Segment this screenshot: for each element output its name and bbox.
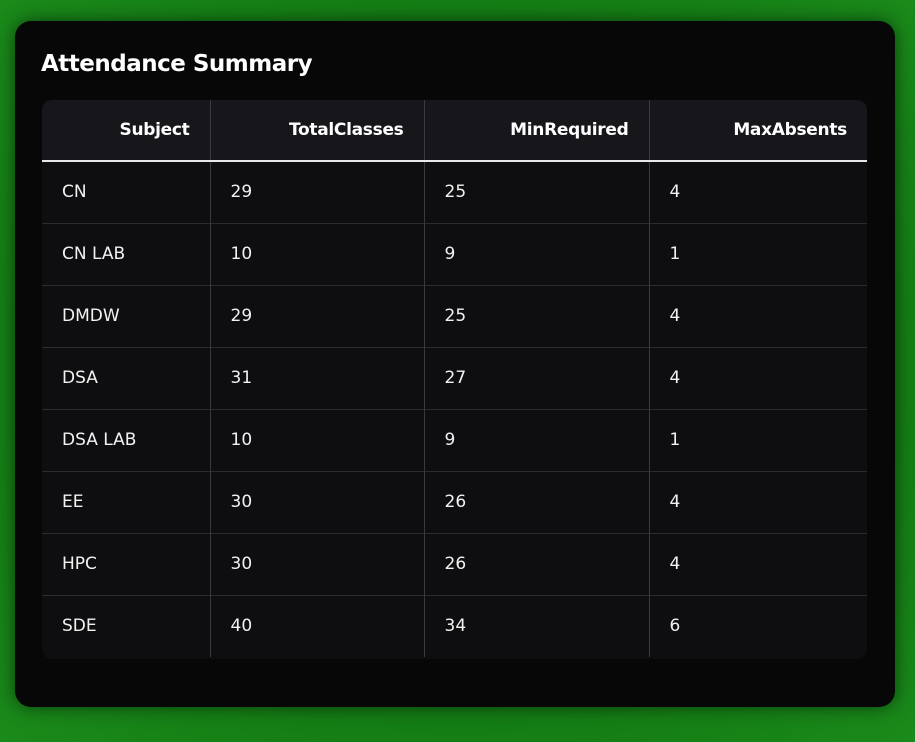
cell-subject: CN LAB [42,223,211,285]
cell-total-classes: 29 [210,285,425,347]
table-row: EE 30 26 4 [42,471,867,533]
column-header-min-required: MinRequired [424,100,650,162]
cell-subject: HPC [42,533,211,595]
cell-total-classes: 30 [210,533,425,595]
cell-subject: DSA LAB [42,409,211,471]
cell-subject: DMDW [42,285,211,347]
table-header-row: Subject TotalClasses MinRequired MaxAbse… [42,100,867,162]
column-header-subject: Subject [42,100,211,162]
table-header: Subject TotalClasses MinRequired MaxAbse… [42,100,867,162]
cell-min-required: 25 [424,285,650,347]
cell-total-classes: 40 [210,595,425,657]
cell-min-required: 26 [424,471,650,533]
cell-subject: EE [42,471,211,533]
cell-max-absents: 4 [669,554,681,574]
page-title: Attendance Summary [41,51,313,77]
cell-min-required: 27 [424,347,650,409]
table-row: DSA LAB 10 9 1 [42,409,867,471]
table-row: DMDW 29 25 4 [42,285,867,347]
cell-max-absents: 1 [669,430,681,450]
table-row: CN 29 25 4 [42,161,867,223]
cell-max-absents: 1 [669,244,681,264]
cell-subject: CN [42,161,211,223]
cell-max-absents: 6 [669,616,681,637]
table-body: CN 29 25 4 CN LAB 10 9 1 DMDW 29 25 4 DSA 31 27 4 DSA LA… [42,161,867,657]
cell-subject: SDE [42,595,211,657]
cell-max-absents: 4 [669,492,681,512]
cell-total-classes: 29 [210,161,425,223]
cell-min-required: 9 [424,409,650,471]
cell-max-absents: 4 [669,368,681,388]
cell-min-required: 25 [424,161,650,223]
cell-min-required: 34 [424,595,650,657]
cell-min-required: 9 [424,223,650,285]
column-header-max-absents: MaxAbsents [649,100,867,162]
cell-total-classes: 31 [210,347,425,409]
cell-total-classes: 30 [210,471,425,533]
cell-total-classes: 10 [210,223,425,285]
attendance-table: Subject TotalClasses MinRequired MaxAbse… [42,100,867,657]
cell-max-absents: 4 [669,306,681,326]
table-row: DSA 31 27 4 [42,347,867,409]
table-row: CN LAB 10 9 1 [42,223,867,285]
attendance-card: Attendance Summary Subject TotalClasses … [15,21,895,707]
attendance-table-container: Subject TotalClasses MinRequired MaxAbse… [42,100,867,659]
cell-total-classes: 10 [210,409,425,471]
table-row: HPC 30 26 4 [42,533,867,595]
cell-min-required: 26 [424,533,650,595]
table-row: SDE 40 34 6 [42,595,867,657]
cell-subject: DSA [42,347,211,409]
cell-max-absents: 4 [669,182,681,203]
column-header-total-classes: TotalClasses [210,100,425,162]
